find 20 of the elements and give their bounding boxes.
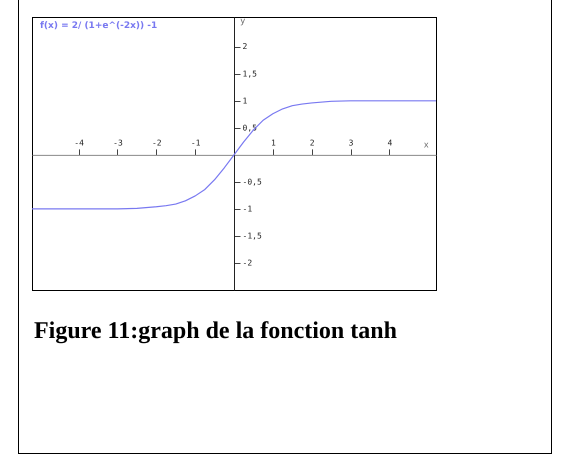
x-axis-title: x <box>424 139 429 150</box>
y-tick-label: -0,5 <box>242 177 262 186</box>
y-tick-label: 0,5 <box>242 123 258 132</box>
x-tick-label: 4 <box>387 138 392 148</box>
y-tick-label: -1 <box>242 204 252 214</box>
x-tick-label: -2 <box>152 138 162 148</box>
y-tick-label: -2 <box>242 258 252 268</box>
x-tick-label: 2 <box>310 138 315 148</box>
y-tick-label: 1 <box>242 96 248 106</box>
x-tick-label: -4 <box>74 138 84 148</box>
y-tick-label: 2 <box>242 42 248 52</box>
chart-title: f(x) = 2/ (1+e^(-2x)) -1 <box>40 21 158 31</box>
x-tick-label: -1 <box>190 138 201 148</box>
caption: Figure 11:graph de la fonction tanh <box>34 318 397 345</box>
x-tick-label: -3 <box>113 138 123 148</box>
y-axis-title: y <box>240 16 246 26</box>
y-tick-label: -1,5 <box>242 231 262 240</box>
x-tick-label: 1 <box>270 138 276 148</box>
x-tick-label: 3 <box>348 138 354 148</box>
y-tick-label: 1,5 <box>242 69 258 78</box>
